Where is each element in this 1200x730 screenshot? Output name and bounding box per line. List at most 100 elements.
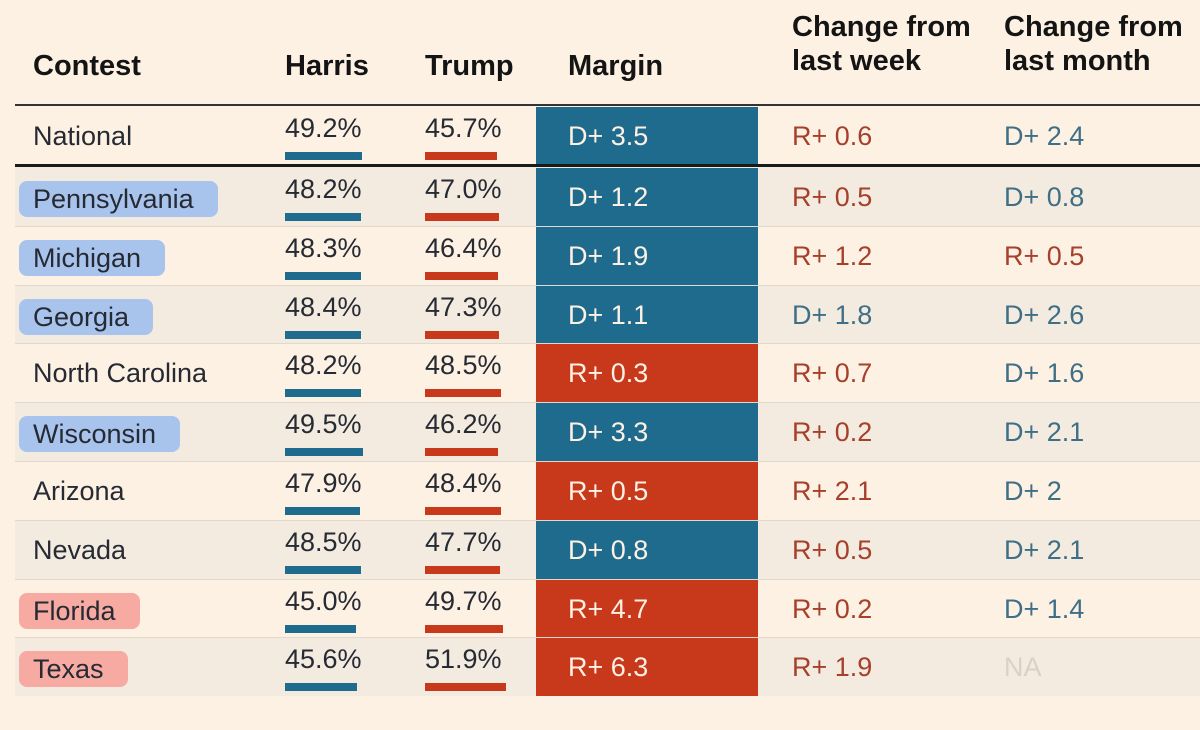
cell-text: D+ 1.2	[568, 182, 649, 212]
cell-text: 49.7%	[425, 585, 502, 616]
cell-text: D+ 2	[1004, 476, 1062, 506]
cell-text: R+ 4.7	[568, 593, 649, 624]
cell-text: D+ 0.8	[1004, 182, 1085, 212]
column-header: Harris	[285, 50, 369, 82]
trump-bar	[425, 448, 498, 457]
trump-bar	[425, 389, 502, 398]
contest-name: Michigan	[19, 239, 166, 276]
contest-name: Texas	[19, 651, 128, 688]
cell-text: R+ 0.2	[792, 417, 873, 448]
contest-name: National	[33, 121, 133, 151]
cell-text: 48.2%	[285, 174, 362, 204]
cell-text: 46.4%	[425, 232, 502, 263]
cell-text: 48.5%	[425, 350, 502, 381]
cell-text: NA	[1004, 652, 1042, 683]
cell-text: R+ 0.2	[792, 593, 873, 624]
cell-text: D+ 1.9	[568, 240, 649, 271]
margin-cell	[536, 226, 758, 285]
cell-text: D+ 2.6	[1004, 299, 1085, 330]
margin-cell	[536, 579, 758, 638]
row-divider	[15, 578, 1200, 580]
margin-cell	[536, 285, 758, 344]
header-rule	[15, 104, 1200, 106]
trump-bar	[425, 624, 504, 633]
cell-text: 51.9%	[425, 644, 502, 675]
trump-bar	[425, 507, 501, 515]
contest-name: Arizona	[33, 476, 125, 506]
trump-bar	[425, 565, 500, 574]
margin-cell	[536, 638, 758, 697]
contest-name: Pennsylvania	[19, 181, 218, 217]
harris-bar	[285, 683, 357, 692]
row-divider	[15, 343, 1200, 345]
column-header: Contest	[33, 50, 141, 82]
row-divider	[15, 519, 1200, 521]
column-header: Trump	[425, 50, 514, 82]
cell-text: D+ 2.1	[1004, 417, 1085, 448]
cell-text: 48.4%	[285, 291, 362, 322]
margin-cell	[536, 168, 758, 226]
cell-text: 45.6%	[285, 644, 362, 675]
trump-bar	[425, 213, 499, 221]
contest-name: Wisconsin	[19, 416, 181, 453]
cell-text: D+ 1.6	[1004, 358, 1085, 389]
cell-text: 48.3%	[285, 232, 362, 263]
cell-text: D+ 3.3	[568, 417, 649, 448]
cell-text: R+ 0.7	[792, 358, 873, 389]
cell-text: R+ 2.1	[792, 476, 873, 506]
national-rule	[15, 164, 1200, 167]
cell-text: 48.5%	[285, 526, 362, 557]
cell-text: R+ 0.6	[792, 121, 873, 151]
trump-bar	[425, 271, 498, 280]
cell-text: 47.3%	[425, 291, 502, 322]
harris-bar	[285, 330, 361, 339]
cell-text: R+ 0.3	[568, 358, 649, 389]
row-divider	[15, 461, 1200, 462]
cell-text: R+ 6.3	[568, 652, 649, 683]
row-divider	[15, 637, 1200, 639]
contest-name: Georgia	[19, 298, 154, 335]
row-divider	[15, 402, 1200, 404]
harris-bar	[285, 271, 361, 280]
harris-bar	[285, 389, 361, 398]
column-header: Change from last month	[1004, 11, 1183, 77]
cell-text: 49.2%	[285, 113, 362, 143]
cell-text: 48.4%	[425, 468, 502, 498]
harris-bar	[285, 213, 361, 221]
cell-text: R+ 0.5	[792, 182, 873, 212]
trump-bar	[425, 152, 497, 160]
trump-bar	[425, 683, 507, 692]
harris-bar	[285, 565, 362, 574]
cell-text: R+ 0.5	[792, 534, 873, 565]
cell-text: D+ 3.5	[568, 121, 649, 151]
row-divider	[15, 284, 1200, 286]
cell-text: D+ 1.1	[568, 299, 649, 330]
column-header: Change from last week	[792, 11, 971, 77]
cell-text: 47.7%	[425, 526, 502, 557]
cell-text: 46.2%	[425, 409, 502, 440]
contest-name: Nevada	[33, 534, 127, 565]
cell-text: 48.2%	[285, 350, 362, 381]
cell-text: D+ 1.8	[792, 299, 873, 330]
cell-text: D+ 2.4	[1004, 121, 1085, 151]
cell-text: D+ 2.1	[1004, 534, 1085, 565]
margin-cell	[536, 344, 758, 403]
cell-text: R+ 1.9	[792, 652, 873, 683]
cell-text: D+ 0.8	[568, 534, 649, 565]
row-divider	[15, 225, 1200, 227]
cell-text: 45.0%	[285, 585, 362, 616]
cell-text: 47.9%	[285, 468, 362, 498]
cell-text: R+ 1.2	[792, 240, 873, 271]
harris-bar	[285, 152, 363, 160]
column-header: Margin	[568, 50, 664, 82]
harris-bar	[285, 448, 363, 457]
contest-name: Florida	[19, 592, 140, 629]
trump-bar	[425, 330, 500, 339]
harris-bar	[285, 624, 356, 633]
cell-text: R+ 0.5	[568, 476, 649, 506]
contest-name: North Carolina	[33, 358, 208, 389]
margin-cell	[536, 403, 758, 461]
margin-cell	[536, 520, 758, 579]
margin-cell	[536, 462, 758, 520]
